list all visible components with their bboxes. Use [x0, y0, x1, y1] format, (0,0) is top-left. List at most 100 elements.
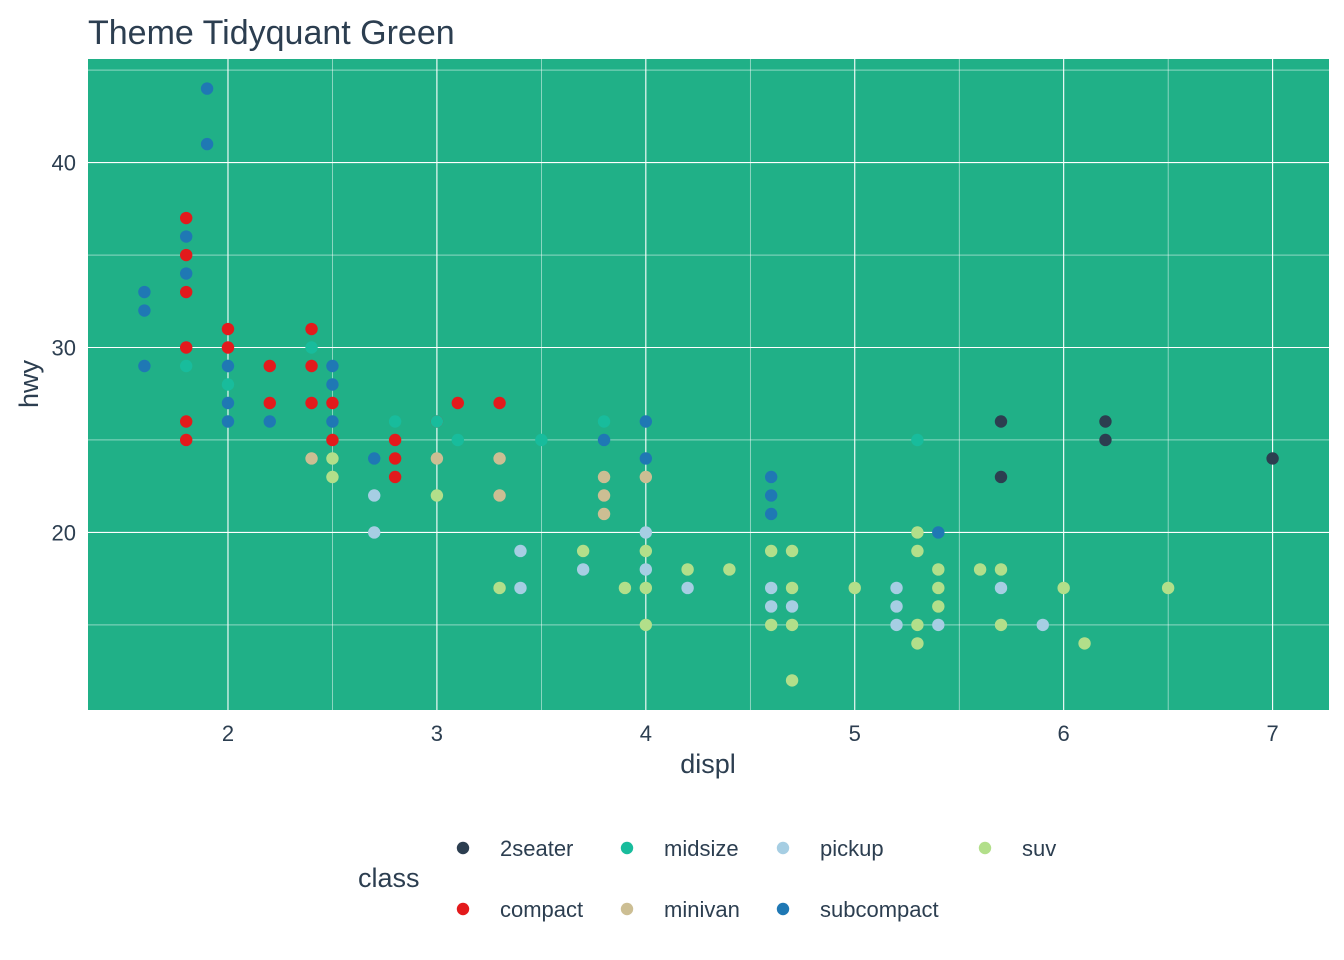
- point-compact: [263, 396, 276, 410]
- point-midsize: [221, 378, 235, 391]
- point-pickup: [514, 581, 527, 595]
- point-suv: [932, 563, 945, 576]
- point-pickup: [890, 618, 903, 632]
- point-pickup: [890, 600, 903, 613]
- point-subcompact: [764, 489, 778, 502]
- point-subcompact: [764, 507, 778, 521]
- x-tick-label: 6: [1058, 721, 1070, 746]
- point-2seater: [1099, 433, 1112, 447]
- point-subcompact: [368, 452, 381, 465]
- point-suv: [785, 674, 799, 687]
- point-subcompact: [138, 285, 151, 299]
- point-subcompact: [764, 470, 778, 484]
- point-compact: [179, 285, 193, 299]
- point-suv: [1057, 581, 1070, 595]
- point-suv: [326, 452, 339, 465]
- point-minivan: [639, 470, 653, 484]
- point-suv: [764, 544, 778, 558]
- legend: class 2seater compact midsize minivan pickup…: [358, 836, 1056, 922]
- point-compact: [179, 415, 193, 428]
- legend-label-minivan: minivan: [664, 897, 740, 922]
- point-subcompact: [639, 415, 653, 428]
- point-pickup: [785, 600, 799, 613]
- legend-label-compact: compact: [500, 897, 583, 922]
- point-suv: [911, 544, 924, 558]
- grid-lines: [88, 59, 1329, 710]
- point-subcompact: [639, 452, 653, 465]
- point-pickup: [514, 544, 527, 558]
- point-suv: [994, 618, 1008, 632]
- point-pickup: [994, 581, 1008, 595]
- point-midsize: [179, 359, 193, 373]
- point-compact: [326, 396, 339, 410]
- point-suv: [911, 526, 924, 539]
- point-compact: [388, 433, 402, 447]
- point-subcompact: [326, 378, 339, 391]
- point-minivan: [430, 452, 444, 465]
- legend-key-2seater: [456, 841, 470, 855]
- point-suv: [1078, 637, 1091, 650]
- point-subcompact: [179, 267, 193, 280]
- point-subcompact: [221, 415, 235, 428]
- legend-key-midsize: [620, 841, 634, 855]
- legend-label-pickup: pickup: [820, 836, 884, 861]
- y-tick-label: 30: [52, 336, 76, 361]
- point-minivan: [493, 489, 506, 502]
- point-suv: [576, 544, 590, 558]
- point-pickup: [764, 600, 778, 613]
- point-compact: [388, 452, 402, 465]
- point-suv: [326, 470, 339, 484]
- point-suv: [1161, 581, 1175, 595]
- point-suv: [493, 581, 506, 595]
- point-suv: [723, 563, 736, 576]
- point-midsize: [305, 341, 318, 354]
- point-pickup: [681, 581, 694, 595]
- point-minivan: [597, 507, 611, 521]
- chart-title: Theme Tidyquant Green: [88, 14, 455, 52]
- point-suv: [848, 581, 861, 595]
- point-compact: [305, 396, 318, 410]
- point-compact: [221, 322, 235, 336]
- y-axis-title: hwy: [14, 359, 44, 408]
- point-subcompact: [200, 82, 214, 95]
- point-2seater: [1099, 415, 1112, 428]
- point-subcompact: [138, 359, 151, 373]
- point-midsize: [597, 415, 611, 428]
- point-midsize: [388, 415, 402, 428]
- x-tick-label: 4: [640, 721, 652, 746]
- point-pickup: [639, 526, 653, 539]
- point-pickup: [1036, 618, 1049, 632]
- point-subcompact: [200, 137, 214, 151]
- point-pickup: [368, 526, 381, 539]
- y-tick-label: 40: [52, 151, 76, 176]
- legend-key-minivan: [620, 902, 634, 916]
- point-suv: [932, 600, 945, 613]
- point-suv: [785, 618, 799, 632]
- y-tick-label: 20: [52, 520, 76, 545]
- point-suv: [764, 618, 778, 632]
- x-tick-label: 3: [431, 721, 443, 746]
- point-suv: [973, 563, 987, 576]
- point-compact: [388, 470, 402, 484]
- point-suv: [618, 581, 632, 595]
- point-pickup: [576, 563, 590, 576]
- point-compact: [451, 396, 464, 410]
- point-subcompact: [597, 433, 611, 447]
- point-minivan: [305, 452, 318, 465]
- point-midsize: [451, 433, 464, 447]
- point-compact: [305, 359, 318, 373]
- point-pickup: [639, 563, 653, 576]
- point-subcompact: [221, 396, 235, 410]
- point-subcompact: [932, 526, 945, 539]
- legend-key-pickup: [776, 841, 790, 855]
- plot-panel: [88, 59, 1329, 710]
- point-pickup: [764, 581, 778, 595]
- x-tick-label: 7: [1266, 721, 1278, 746]
- legend-key-compact: [456, 902, 470, 916]
- point-pickup: [890, 581, 903, 595]
- legend-label-midsize: midsize: [664, 836, 739, 861]
- point-2seater: [1266, 452, 1279, 465]
- point-compact: [493, 396, 506, 410]
- point-subcompact: [221, 359, 235, 373]
